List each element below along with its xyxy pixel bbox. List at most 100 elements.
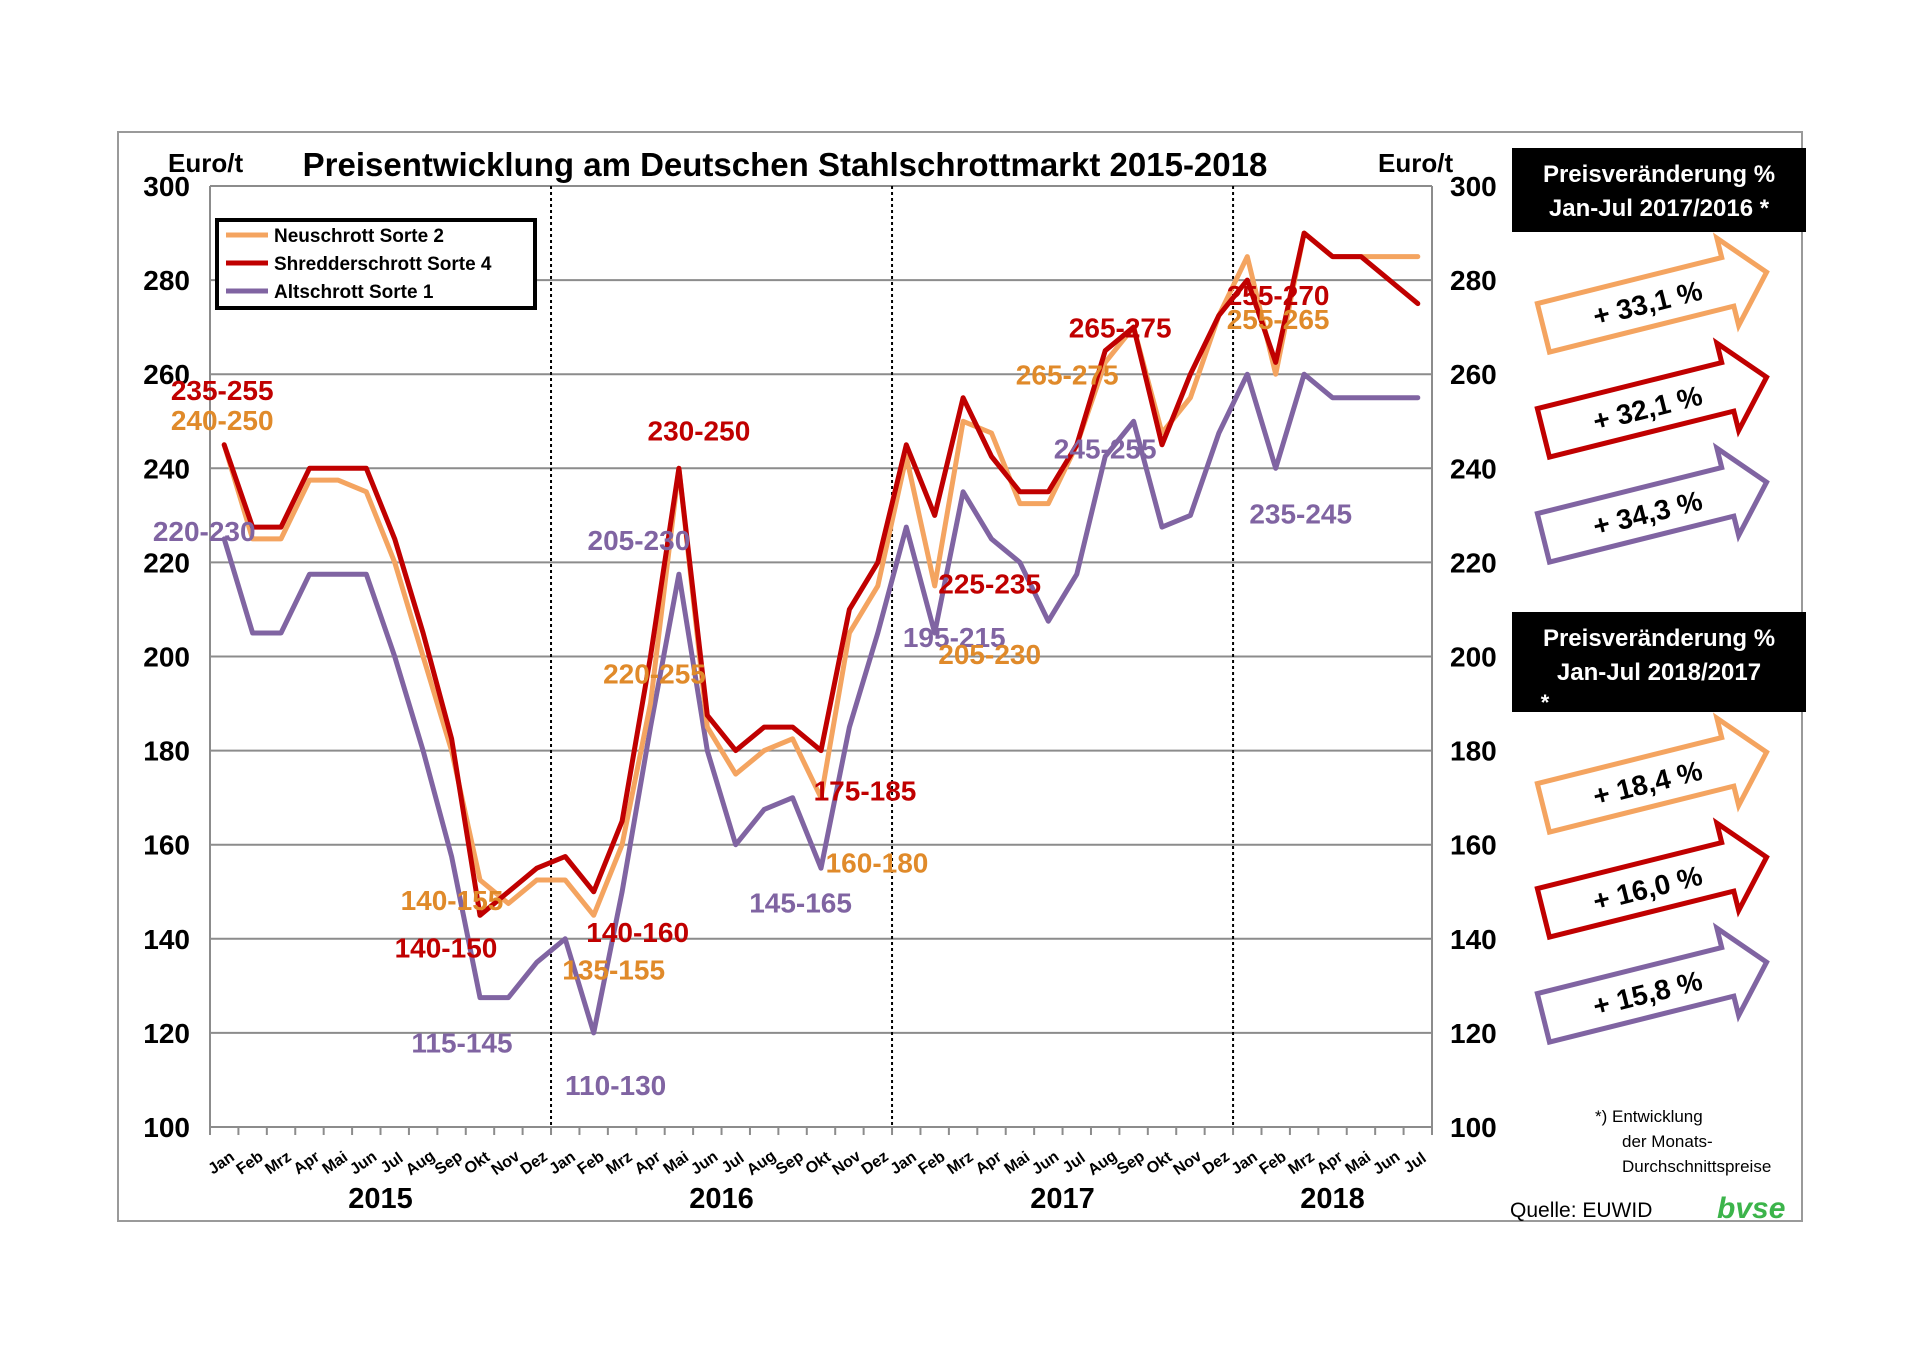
x-tick-labels: JanFebMrzAprMaiJunJulAugSepOktNovDezJanF…: [205, 1147, 1429, 1179]
year-label-2015: 2015: [348, 1183, 413, 1215]
panel-title-line-1: Preisveränderung %: [1543, 625, 1775, 652]
panel-header-1: [1512, 612, 1806, 712]
annotation-label: 145-165: [749, 888, 852, 919]
annotation-label: 225-235: [938, 568, 1041, 599]
percent-arrow-1-1: + 16,0 %: [1534, 817, 1770, 941]
annotation-label: 110-130: [565, 1070, 666, 1101]
x-tick-label: Okt: [462, 1148, 494, 1178]
percent-arrow-0-2: + 34,3 %: [1534, 442, 1770, 566]
grid: [209, 185, 1433, 1135]
y-tick-left-220: 220: [143, 547, 190, 578]
y-axis-label-right: Euro/t: [1378, 148, 1453, 178]
y-tick-right-200: 200: [1450, 642, 1497, 673]
x-tick-label: Jun: [1370, 1148, 1403, 1178]
y-tick-right-180: 180: [1450, 736, 1497, 767]
percent-arrow-1-0: + 18,4 %: [1534, 712, 1770, 836]
arrow-shape: [1534, 817, 1770, 941]
chart-title: Preisentwicklung am Deutschen Stahlschro…: [303, 146, 1268, 183]
y-tick-right-300: 300: [1450, 171, 1497, 202]
legend-entry-2: Altschrott Sorte 1: [274, 282, 434, 303]
annotation-label: 115-145: [411, 1028, 512, 1059]
annotation-label: 195-215: [903, 622, 1006, 653]
x-tick-label: Mai: [1002, 1149, 1034, 1178]
annotation-label: 220-230: [153, 516, 256, 547]
series-line-2: [221, 371, 1421, 1036]
y-tick-right-220: 220: [1450, 547, 1497, 578]
legend: Neuschrott Sorte 2 Shredderschrott Sorte …: [215, 218, 537, 310]
y-tick-left-160: 160: [143, 830, 190, 861]
percent-arrow-0-0: + 33,1 %: [1534, 232, 1770, 356]
x-tick-label: Okt: [1144, 1148, 1176, 1178]
footnote: *) Entwicklung der Monats- Durchschnitts…: [1595, 1107, 1771, 1176]
annotation-label: 175-185: [814, 776, 917, 807]
panel-title-line-1: Preisveränderung %: [1543, 161, 1775, 188]
x-tick-label: Jan: [546, 1148, 578, 1178]
y-tick-left-200: 200: [143, 642, 190, 673]
panel-title-line-2: Jan-Jul 2018/2017: [1557, 659, 1761, 686]
x-tick-label: Jun: [347, 1148, 380, 1178]
year-label-2016: 2016: [689, 1183, 754, 1215]
annotation-label: 255-265: [1227, 304, 1330, 335]
panel-header-0: [1512, 148, 1806, 232]
x-tick-label: Jul: [1060, 1150, 1089, 1177]
panel-title-line-3: *: [1541, 690, 1550, 715]
y-tick-right-260: 260: [1450, 359, 1497, 390]
footnote-line-1: *) Entwicklung: [1595, 1107, 1703, 1126]
x-tick-label: Mrz: [603, 1148, 635, 1178]
x-tick-label: Mrz: [1285, 1148, 1317, 1178]
annotation-label: 205-230: [938, 639, 1041, 670]
series-line-1: [221, 230, 1421, 918]
side-panels: Preisveränderung % Jan-Jul 2017/2016 * + 3…: [1512, 148, 1806, 1046]
arrow-shape: [1534, 232, 1770, 356]
y-tick-right-100: 100: [1450, 1112, 1497, 1143]
footnote-line-3: Durchschnittspreise: [1622, 1157, 1771, 1176]
annotation-label: 220-255: [603, 659, 706, 690]
arrow-shape: [1534, 922, 1770, 1046]
x-tick-label: Jun: [688, 1148, 721, 1178]
source-label: Quelle: EUWID: [1510, 1199, 1652, 1222]
y-tick-right-140: 140: [1450, 924, 1497, 955]
footnote-line-2: der Monats-: [1622, 1132, 1713, 1151]
x-tick-label: Mrz: [262, 1148, 294, 1178]
x-tick-label: Apr: [973, 1148, 1005, 1178]
y-tick-right-240: 240: [1450, 453, 1497, 484]
legend-entry-1: Shredderschrott Sorte 4: [274, 254, 492, 275]
annotation-label: 235-255: [171, 375, 274, 406]
annotation-label: 265-275: [1016, 359, 1119, 390]
y-tick-left-140: 140: [143, 924, 190, 955]
x-tick-label: Jan: [205, 1148, 237, 1178]
x-tick-label: Mai: [661, 1149, 693, 1178]
y-tick-left-260: 260: [143, 359, 190, 390]
x-tick-label: Apr: [632, 1148, 664, 1178]
x-tick-label: Jun: [1029, 1148, 1062, 1178]
annotation-label: 230-250: [648, 415, 751, 446]
bvse-logo: bvse: [1717, 1192, 1785, 1225]
annotation-label: 140-160: [586, 917, 689, 948]
annotation-label: 135-155: [562, 954, 665, 985]
x-tick-label: Okt: [803, 1148, 835, 1178]
x-tick-label: Jan: [1229, 1148, 1261, 1178]
x-tick-label: Apr: [1314, 1148, 1346, 1178]
annotation-label: 240-250: [171, 405, 274, 436]
year-label-2017: 2017: [1030, 1183, 1095, 1215]
y-tick-left-300: 300: [143, 171, 190, 202]
annotation-label: 140-155: [401, 885, 504, 916]
annotation-label: 140-150: [395, 932, 498, 963]
x-tick-label: Mrz: [944, 1148, 976, 1178]
x-tick-label: Feb: [916, 1148, 949, 1178]
annotation-label: 160-180: [826, 848, 929, 879]
year-label-2018: 2018: [1300, 1183, 1365, 1215]
percent-arrow-0-1: + 32,1 %: [1534, 337, 1770, 461]
annotation-label: 265-275: [1069, 313, 1172, 344]
x-tick-label: Feb: [234, 1148, 267, 1178]
year-labels: 2015 2016 2017 2018: [348, 1183, 1365, 1215]
y-tick-left-120: 120: [143, 1018, 190, 1049]
percent-arrow-1-2: + 15,8 %: [1534, 922, 1770, 1046]
series-lines: [221, 230, 1421, 1036]
legend-entry-0: Neuschrott Sorte 2: [274, 226, 444, 247]
annotation-label: 205-230: [588, 525, 691, 556]
y-tick-right-160: 160: [1450, 830, 1497, 861]
y-tick-left-100: 100: [143, 1112, 190, 1143]
